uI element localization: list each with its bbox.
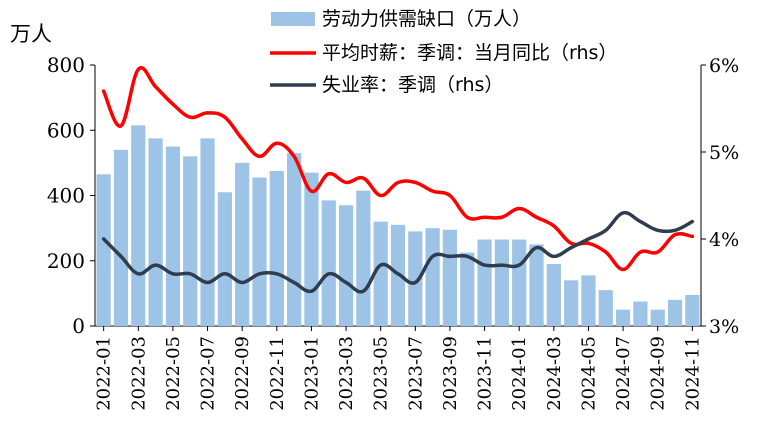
y-right-tick-label: 3% [709,316,739,338]
bar-2024-08 [633,301,648,326]
x-tick-label: 2023-03 [336,336,357,411]
x-tick-label: 2023-11 [475,336,496,411]
bar-2022-08 [217,192,232,326]
bar-2024-06 [598,290,613,326]
y-left-tick-label: 400 [47,184,85,208]
y-left-tick-label: 0 [72,314,85,338]
bar-2023-10 [460,252,475,326]
bar-2023-08 [425,228,440,327]
x-tick-label: 2022-09 [232,336,253,411]
x-tick-label: 2024-07 [613,336,634,411]
y-right-tick-label: 5% [709,142,739,164]
x-tick-label: 2023-09 [440,336,461,411]
x-tick-label: 2024-03 [544,336,565,411]
x-tick-label: 2022-03 [128,336,149,411]
bar-2022-02 [113,149,129,326]
x-tick-label: 2024-11 [682,336,703,411]
bar-2023-05 [373,221,388,326]
y-left-unit-label: 万人 [10,22,52,46]
bar-2022-12 [287,153,302,326]
axis-ticks: 0 200 400 600 800 3% 4% 5% 6% 2022-01 2022-03 2022-… [47,53,739,411]
x-tick-label: 2024-01 [509,336,530,411]
x-tick-label: 2023-01 [301,336,322,411]
bar-2023-09 [442,229,458,326]
y-left-tick-label: 200 [47,249,85,273]
bar-2023-04 [356,190,371,326]
bar-2024-01 [512,239,527,326]
bar-2023-02 [321,200,336,326]
wage-growth-line [101,66,695,272]
x-tick-label: 2022-07 [198,336,219,411]
legend-label-bar: 劳动力供需缺口（万人） [322,8,531,30]
bar-series [96,125,700,327]
bar-2022-06 [183,156,198,326]
bar-2024-07 [615,309,631,326]
bar-2022-03 [131,125,146,326]
bar-2024-02 [529,244,544,326]
bar-2022-11 [269,171,284,326]
legend: 劳动力供需缺口（万人） 平均时薪：季调：当月同比（rhs） 失业率：季调（rhs… [270,8,617,96]
line-series [101,66,695,294]
bar-2024-10 [667,299,683,326]
bar-2024-04 [564,280,579,326]
bar-2022-01 [96,174,111,326]
legend-label-unemployment: 失业率：季调（rhs） [322,74,503,96]
x-tick-label: 2024-05 [578,336,599,411]
bar-2024-03 [546,264,561,326]
x-tick-label: 2022-05 [163,336,184,411]
x-tick-label: 2024-09 [648,336,669,411]
bar-2022-10 [252,177,267,326]
bar-2023-11 [477,239,492,326]
bar-2023-12 [494,239,509,326]
bar-2022-07 [200,138,215,326]
legend-label-wage: 平均时薪：季调：当月同比（rhs） [322,42,617,64]
y-right-tick-label: 4% [709,229,739,251]
bar-2022-05 [165,146,181,326]
y-left-tick-label: 800 [47,53,85,77]
x-tick-label: 2023-07 [405,336,426,411]
bar-2022-04 [148,138,163,326]
y-right-tick-label: 6% [709,55,739,77]
legend-swatch-bar [271,12,315,26]
bar-2024-11 [685,295,700,326]
x-tick-label: 2022-11 [267,336,288,411]
bar-2023-01 [304,172,319,326]
bar-2024-09 [650,309,665,326]
bar-2023-07 [408,231,423,326]
bar-2022-09 [235,162,250,327]
bar-2024-05 [581,275,596,326]
unemployment-rate-line [101,210,695,294]
x-tick-label: 2023-05 [371,336,392,411]
bar-2023-03 [338,205,354,326]
y-left-tick-label: 600 [47,118,85,142]
x-tick-label: 2022-01 [94,336,115,411]
